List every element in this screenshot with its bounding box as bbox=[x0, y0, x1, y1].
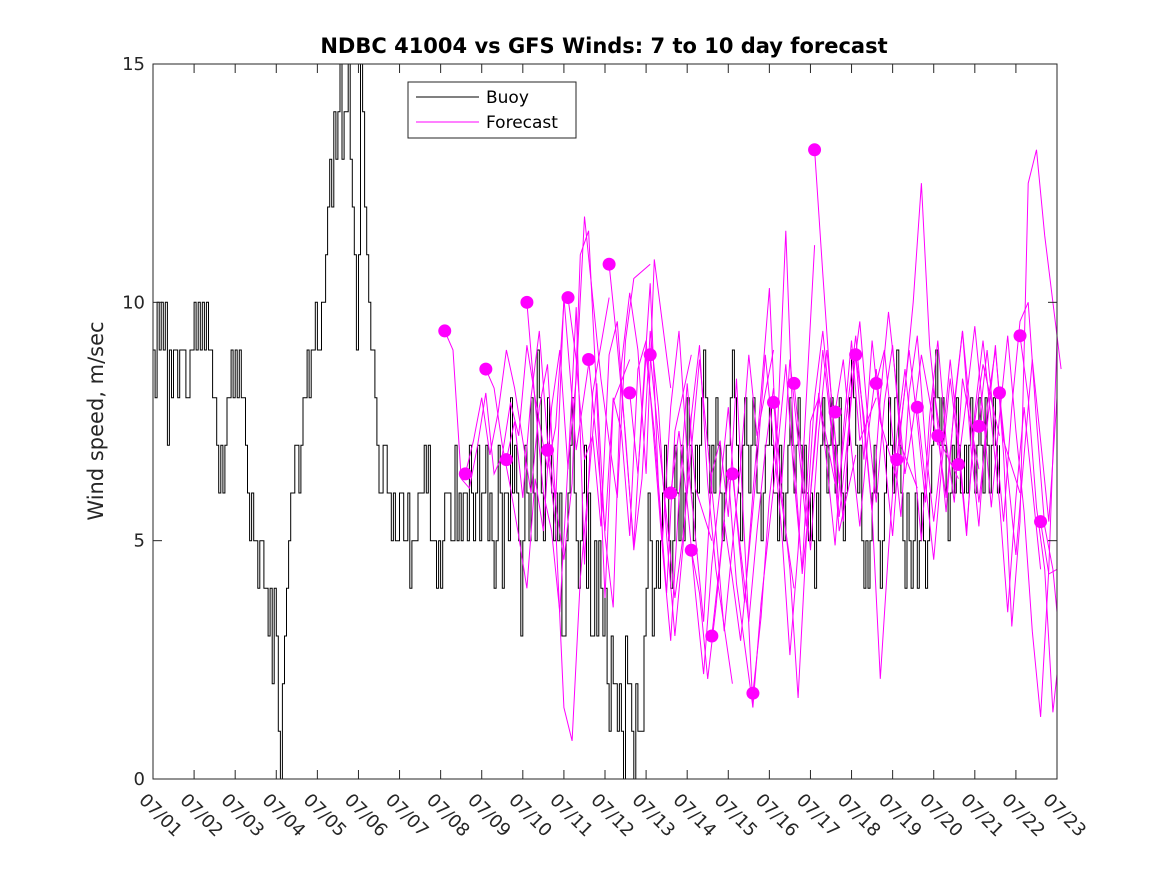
forecast-start-point bbox=[1034, 515, 1048, 529]
forecast-run-line bbox=[999, 359, 1058, 556]
forecast-start-point bbox=[540, 443, 554, 457]
y-tick-label: 0 bbox=[134, 769, 145, 790]
forecast-start-point bbox=[520, 295, 534, 309]
forecast-start-point bbox=[684, 543, 698, 557]
forecast-start-point bbox=[602, 257, 616, 271]
y-tick-label: 10 bbox=[122, 292, 145, 313]
forecast-start-point bbox=[828, 405, 842, 419]
forecast-start-point bbox=[951, 457, 965, 471]
forecast-start-point bbox=[972, 419, 986, 433]
forecast-start-point bbox=[664, 486, 678, 500]
forecast-run-line bbox=[711, 364, 836, 708]
forecast-start-point bbox=[992, 386, 1006, 400]
forecast-start-point bbox=[499, 453, 513, 467]
forecast-start-point bbox=[766, 395, 780, 409]
plot-area bbox=[153, 64, 1057, 779]
forecast-run-line bbox=[834, 349, 959, 536]
forecast-start-point bbox=[1013, 329, 1027, 343]
forecast-start-point bbox=[746, 686, 760, 700]
forecast-run-line bbox=[547, 259, 672, 742]
forecast-run-line bbox=[670, 287, 795, 675]
forecast-start-point bbox=[438, 324, 452, 338]
forecast-run-line bbox=[937, 149, 1062, 627]
legend-label-buoy: Buoy bbox=[486, 88, 529, 108]
forecast-run-line bbox=[916, 340, 1042, 613]
forecast-run-line bbox=[649, 349, 774, 632]
forecast-run-line bbox=[526, 216, 651, 613]
series-layer bbox=[153, 63, 1000, 780]
forecast-start-point bbox=[582, 353, 596, 367]
forecast-start-point bbox=[643, 348, 657, 362]
forecast-run-line bbox=[690, 245, 816, 679]
forecast-start-point bbox=[705, 629, 719, 643]
y-axis-label: Wind speed, m/sec bbox=[84, 321, 108, 520]
chart-title: NDBC 41004 vs GFS Winds: 7 to 10 day for… bbox=[320, 34, 887, 58]
forecast-start-point bbox=[623, 386, 637, 400]
legend-box bbox=[407, 81, 577, 139]
y-tick-label: 15 bbox=[122, 54, 145, 75]
forecast-run-line bbox=[978, 302, 1058, 613]
forecast-start-point bbox=[458, 467, 472, 481]
y-axis: 0 5 10 15 bbox=[122, 54, 1057, 790]
legend: Buoy Forecast bbox=[407, 81, 577, 139]
forecast-layer bbox=[444, 149, 1062, 742]
forecast-start-point bbox=[931, 429, 945, 443]
forecast-run-line bbox=[505, 230, 631, 598]
forecast-start-point bbox=[890, 453, 904, 467]
forecast-run-line bbox=[1019, 335, 1058, 713]
forecast-start-point bbox=[849, 348, 863, 362]
forecast-start-point bbox=[479, 362, 493, 376]
forecast-start-point bbox=[787, 376, 801, 390]
forecast-start-point bbox=[725, 467, 739, 481]
forecast-run-line bbox=[731, 349, 857, 699]
forecast-run-line bbox=[1040, 521, 1058, 575]
forecast-run-line bbox=[608, 264, 733, 684]
forecast-start-point bbox=[910, 400, 924, 414]
forecast-start-markers bbox=[438, 143, 1048, 700]
forecast-run-line bbox=[957, 326, 1058, 718]
forecast-run-line bbox=[752, 230, 877, 694]
forecast-start-point bbox=[561, 291, 575, 305]
series-buoy-line bbox=[153, 63, 1000, 780]
forecast-run-line bbox=[855, 340, 980, 679]
forecast-run-line bbox=[793, 321, 918, 551]
legend-label-forecast: Forecast bbox=[486, 113, 558, 133]
forecast-run-line bbox=[588, 340, 713, 641]
y-tick-label: 5 bbox=[134, 531, 145, 552]
forecast-start-point bbox=[869, 376, 883, 390]
forecast-start-point bbox=[808, 143, 822, 157]
forecast-run-line bbox=[629, 330, 754, 708]
